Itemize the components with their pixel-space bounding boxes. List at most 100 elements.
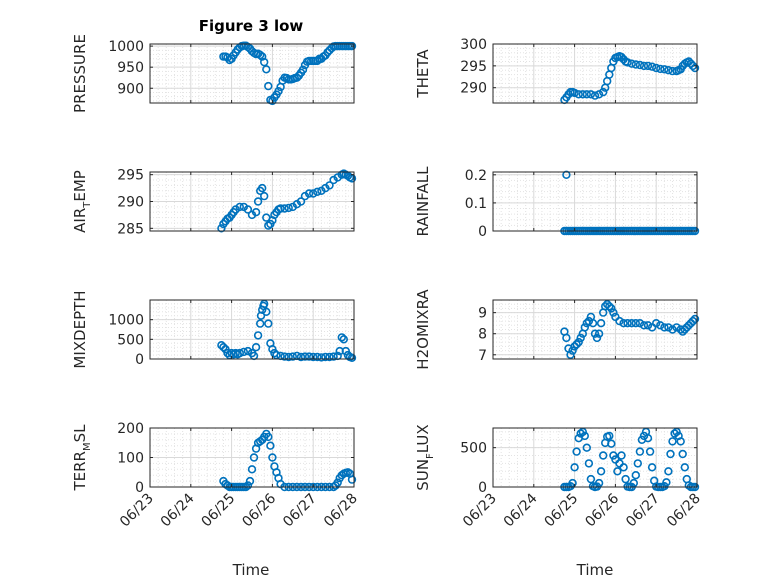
terr_msl-xtick-label: 06/23 [117, 491, 157, 531]
sun_flux-point [613, 467, 622, 476]
pressure-point [298, 65, 308, 74]
h2omixra-point [656, 321, 665, 330]
terr_msl-ylabel-rest: SL [71, 424, 89, 443]
theta-ylabel: THETA [414, 49, 432, 99]
theta-ytick-label: 290 [460, 81, 487, 97]
terr_msl-point [247, 465, 257, 474]
pressure-point [260, 57, 269, 67]
pressure-ytick-label: 1000 [108, 39, 144, 55]
rainfall-ylabel-main: RAINFALL [414, 166, 432, 237]
air_temp-ytick-label: 285 [117, 221, 144, 237]
air_temp-point [309, 189, 318, 198]
air_temp-point [296, 197, 306, 206]
mixdepth-point [253, 331, 263, 340]
air_temp-point [260, 191, 269, 201]
terr_msl-ytick-label: 200 [117, 421, 144, 437]
sun_flux-point [598, 451, 608, 460]
sun_flux-point [582, 443, 591, 452]
air_temp-point [313, 187, 322, 197]
pressure-point [274, 86, 283, 96]
theta-point [582, 90, 591, 99]
sun_flux-point [609, 451, 618, 460]
terr_msl-point [347, 475, 357, 484]
theta-point [647, 62, 657, 71]
theta-point [664, 65, 673, 75]
h2omixra-point [643, 321, 653, 330]
air_temp-point [253, 197, 263, 206]
h2omixra-point [607, 304, 616, 313]
pressure-point [256, 50, 265, 60]
theta-point [635, 60, 645, 70]
terr_msl-xtick-label: 06/27 [280, 491, 320, 531]
h2omixra-point [688, 316, 698, 326]
terr_msl-point [249, 453, 259, 462]
sun_flux-xtick-label: 06/28 [664, 491, 704, 531]
pressure-point [292, 73, 302, 82]
rainfall-ytick-label: 0 [478, 224, 487, 240]
air_temp-point [217, 224, 226, 233]
mixdepth-point [296, 352, 306, 362]
h2omixra-series [560, 300, 700, 359]
mixdepth-point [264, 319, 273, 328]
x-axis-label-left: Time [232, 561, 270, 579]
h2omixra-point [566, 350, 575, 359]
theta-point [651, 63, 661, 73]
sun_flux-point [680, 463, 689, 472]
sun_flux-xtick-label: 06/24 [501, 490, 541, 530]
h2omixra-point [619, 319, 628, 328]
sun_flux-point [678, 449, 687, 459]
sun_flux-point [572, 447, 581, 456]
h2omixra-point [668, 325, 677, 334]
air_temp-series [217, 169, 357, 233]
air_temp-point [235, 202, 245, 212]
sun_flux-point [647, 463, 657, 472]
rainfall-ytick-label: 0.1 [465, 196, 487, 212]
air_temp-point [258, 183, 267, 193]
x-axis-label-right: Time [576, 561, 614, 579]
sun_flux-point [645, 447, 655, 456]
h2omixra-point [584, 316, 594, 326]
theta-point [656, 64, 665, 74]
theta-point [627, 59, 636, 68]
mixdepth-point [309, 352, 318, 362]
sun_flux-point [605, 431, 614, 441]
pressure-ylabel: PRESSURE [71, 34, 89, 113]
air_temp-ytick-label: 295 [117, 168, 144, 184]
theta-ytick-label: 295 [460, 59, 487, 75]
sun_flux-xtick-label: 06/25 [542, 491, 582, 531]
sun_flux-point [668, 437, 677, 446]
h2omixra-point [651, 319, 661, 328]
mixdepth-ytick-label: 500 [117, 332, 144, 348]
pressure-ytick-label: 950 [117, 60, 144, 76]
sun_flux-ylabel-subscript: F [425, 453, 436, 459]
terr_msl-point [266, 441, 275, 450]
h2omixra-ylabel-main: H2OMIXRA [414, 289, 432, 370]
mixdepth-point [300, 352, 310, 361]
h2omixra-point [664, 323, 673, 332]
mixdepth-point [243, 346, 253, 356]
terr_msl-point [264, 432, 273, 442]
theta-point [684, 57, 693, 66]
subplot-sun_flux: 0 500 06/23 06/24 06/25 06/26 06/27 06/28 SUNFLU… [414, 424, 704, 530]
mixdepth-point [304, 352, 314, 361]
mixdepth-point [325, 352, 334, 362]
terr_msl-point [245, 476, 255, 486]
air_temp-ytick-label: 290 [117, 195, 144, 211]
terr_msl-xtick-label: 06/25 [199, 491, 239, 531]
theta-series [560, 51, 700, 105]
mixdepth-ytick-label: 0 [135, 352, 144, 368]
sun_flux-point [643, 434, 653, 443]
theta-point [690, 63, 700, 73]
air_temp-point [251, 208, 261, 217]
sun_flux-point [662, 478, 671, 487]
h2omixra-point [574, 337, 583, 347]
mixdepth-point [284, 352, 293, 362]
mixdepth-point [262, 307, 271, 316]
h2omixra-point [590, 329, 600, 338]
sun_flux-point [676, 437, 685, 446]
h2omixra-ytick-label: 7 [478, 348, 487, 364]
sun_flux-ytick-label: 500 [460, 441, 487, 457]
theta-point [639, 61, 649, 71]
mixdepth-point [288, 352, 297, 361]
